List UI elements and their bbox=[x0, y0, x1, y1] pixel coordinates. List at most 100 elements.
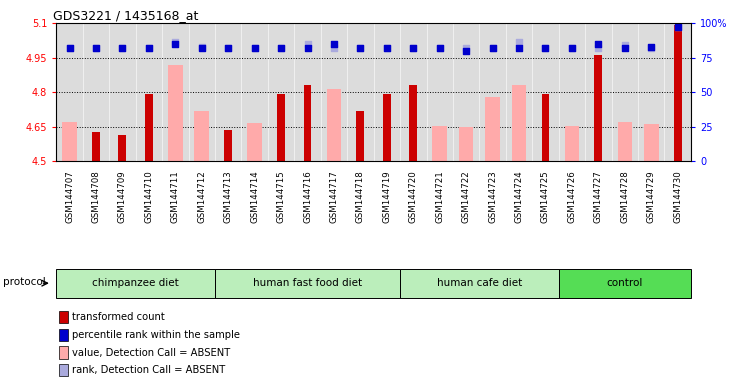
Point bbox=[169, 41, 181, 47]
Point bbox=[539, 45, 551, 51]
Point bbox=[116, 45, 128, 51]
Bar bbox=[559, 269, 691, 298]
Point bbox=[249, 45, 261, 51]
Point bbox=[593, 45, 605, 51]
Text: human fast food diet: human fast food diet bbox=[253, 278, 362, 288]
Point bbox=[222, 45, 234, 51]
Point bbox=[434, 45, 446, 51]
Bar bbox=[225, 130, 232, 161]
Point bbox=[381, 45, 393, 51]
Point bbox=[566, 45, 578, 51]
Text: GSM144729: GSM144729 bbox=[647, 170, 656, 223]
Text: GSM144718: GSM144718 bbox=[356, 170, 365, 223]
Point bbox=[619, 45, 631, 51]
Point bbox=[671, 24, 683, 30]
Text: GSM144717: GSM144717 bbox=[330, 170, 339, 223]
Text: GSM144712: GSM144712 bbox=[198, 170, 207, 223]
Point bbox=[381, 45, 393, 51]
Text: GSM144719: GSM144719 bbox=[382, 170, 391, 223]
Text: GSM144707: GSM144707 bbox=[65, 170, 74, 223]
Point bbox=[619, 42, 631, 48]
Point bbox=[169, 39, 181, 45]
Point bbox=[90, 45, 102, 51]
Bar bbox=[409, 85, 418, 161]
Point bbox=[301, 41, 313, 47]
Bar bbox=[59, 329, 68, 341]
Text: GSM144715: GSM144715 bbox=[276, 170, 285, 223]
Bar bbox=[59, 364, 68, 376]
Bar bbox=[511, 85, 526, 161]
Bar bbox=[59, 311, 68, 323]
Bar bbox=[383, 94, 391, 161]
Bar bbox=[215, 269, 400, 298]
Point bbox=[487, 45, 499, 51]
Bar bbox=[92, 132, 100, 161]
Point bbox=[671, 24, 683, 30]
Point bbox=[354, 45, 366, 51]
Text: rank, Detection Call = ABSENT: rank, Detection Call = ABSENT bbox=[72, 365, 225, 375]
Bar bbox=[644, 124, 659, 161]
Bar bbox=[59, 346, 68, 359]
Point bbox=[460, 45, 472, 51]
Point bbox=[513, 39, 525, 45]
Point bbox=[143, 45, 155, 51]
Text: GSM144708: GSM144708 bbox=[92, 170, 101, 223]
Text: control: control bbox=[607, 278, 643, 288]
Bar bbox=[357, 111, 364, 161]
Text: value, Detection Call = ABSENT: value, Detection Call = ABSENT bbox=[72, 348, 230, 358]
Point bbox=[275, 45, 287, 51]
Text: GSM144710: GSM144710 bbox=[144, 170, 153, 223]
Bar bbox=[56, 269, 215, 298]
Text: GSM144709: GSM144709 bbox=[118, 170, 127, 223]
Text: GSM144716: GSM144716 bbox=[303, 170, 312, 223]
Bar bbox=[541, 94, 550, 161]
Text: protocol: protocol bbox=[3, 277, 46, 287]
Point bbox=[90, 45, 102, 51]
Point bbox=[64, 45, 76, 51]
Bar bbox=[433, 126, 447, 161]
Bar bbox=[247, 123, 262, 161]
Point bbox=[407, 45, 419, 51]
Text: transformed count: transformed count bbox=[72, 312, 164, 322]
Bar bbox=[459, 127, 473, 161]
Point bbox=[301, 45, 313, 51]
Point bbox=[593, 41, 605, 47]
Text: chimpanzee diet: chimpanzee diet bbox=[92, 278, 179, 288]
Text: human cafe diet: human cafe diet bbox=[437, 278, 522, 288]
Point bbox=[460, 48, 472, 54]
Point bbox=[407, 45, 419, 51]
Point bbox=[566, 45, 578, 51]
Point bbox=[196, 45, 208, 51]
Point bbox=[275, 45, 287, 51]
Text: GSM144720: GSM144720 bbox=[409, 170, 418, 223]
Bar bbox=[617, 122, 632, 161]
Point bbox=[64, 45, 76, 51]
Bar bbox=[168, 65, 182, 161]
Text: GSM144723: GSM144723 bbox=[488, 170, 497, 223]
Text: GSM144725: GSM144725 bbox=[541, 170, 550, 223]
Bar bbox=[485, 97, 500, 161]
Text: GDS3221 / 1435168_at: GDS3221 / 1435168_at bbox=[53, 9, 198, 22]
Point bbox=[645, 43, 657, 50]
Point bbox=[513, 45, 525, 51]
Bar bbox=[119, 135, 126, 161]
Point bbox=[354, 45, 366, 51]
Text: GSM144713: GSM144713 bbox=[224, 170, 233, 223]
Bar bbox=[195, 111, 209, 161]
Point bbox=[539, 45, 551, 51]
Point bbox=[328, 45, 340, 51]
Bar bbox=[594, 55, 602, 161]
Text: GSM144727: GSM144727 bbox=[594, 170, 603, 223]
Point bbox=[116, 45, 128, 51]
Bar bbox=[400, 269, 559, 298]
Point bbox=[143, 45, 155, 51]
Text: percentile rank within the sample: percentile rank within the sample bbox=[72, 330, 240, 340]
Text: GSM144730: GSM144730 bbox=[673, 170, 682, 223]
Bar bbox=[277, 94, 285, 161]
Point bbox=[328, 41, 340, 47]
Text: GSM144724: GSM144724 bbox=[514, 170, 523, 223]
Bar bbox=[303, 85, 312, 161]
Point bbox=[196, 43, 208, 50]
Point bbox=[487, 45, 499, 51]
Text: GSM144726: GSM144726 bbox=[568, 170, 577, 223]
